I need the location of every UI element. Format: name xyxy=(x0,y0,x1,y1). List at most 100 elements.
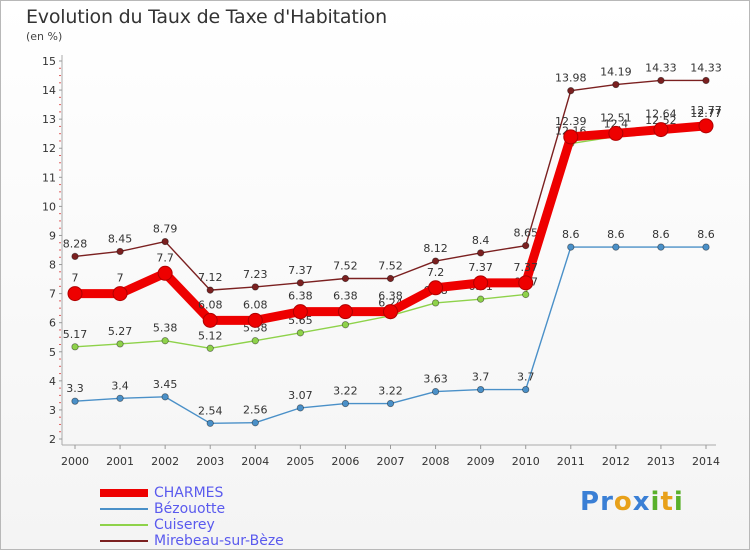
data-label-mirebeau-sur-beze: 7.12 xyxy=(198,271,223,284)
data-label-bezouotte: 3.7 xyxy=(472,371,490,384)
y-minor-tick xyxy=(59,387,61,389)
data-label-cuiserey: 5.12 xyxy=(198,329,223,342)
y-minor-tick xyxy=(59,162,61,164)
y-minor-tick xyxy=(59,191,61,193)
data-label-charmes: 6.08 xyxy=(243,298,268,311)
data-point-mirebeau-sur-beze xyxy=(206,286,214,294)
data-point-charmes xyxy=(337,304,353,320)
data-point-bezouotte xyxy=(431,388,440,396)
x-tick-label: 2003 xyxy=(196,455,224,468)
data-point-charmes xyxy=(698,118,714,134)
data-point-mirebeau-sur-beze xyxy=(116,247,124,256)
x-tick-label: 2013 xyxy=(647,455,675,468)
data-label-charmes: 12.39 xyxy=(555,115,587,128)
data-point-mirebeau-sur-beze xyxy=(431,257,440,265)
data-point-mirebeau-sur-beze xyxy=(477,249,485,257)
y-minor-tick xyxy=(59,198,61,200)
data-point-bezouotte xyxy=(341,399,350,408)
data-point-bezouotte xyxy=(206,419,214,427)
y-minor-tick xyxy=(59,271,61,273)
logo-letter: P xyxy=(580,487,601,517)
legend-swatch-mirebeau xyxy=(100,540,148,542)
y-tick-label: 2 xyxy=(49,433,56,446)
data-point-bezouotte xyxy=(477,385,485,394)
data-point-mirebeau-sur-beze xyxy=(251,283,259,291)
y-minor-tick xyxy=(59,82,61,84)
data-point-cuiserey xyxy=(161,337,169,345)
data-point-charmes xyxy=(157,265,173,281)
y-minor-tick xyxy=(59,344,61,345)
data-point-mirebeau-sur-beze xyxy=(522,242,530,250)
data-label-mirebeau-sur-beze: 7.52 xyxy=(333,259,358,272)
legend-label-cuiserey: Cuiserey xyxy=(154,517,215,533)
logo-letter: i xyxy=(650,487,661,517)
y-tick-label: 10 xyxy=(42,200,56,213)
y-minor-tick xyxy=(59,67,61,69)
y-tick-label: 5 xyxy=(49,346,56,359)
data-label-mirebeau-sur-beze: 13.98 xyxy=(555,72,587,85)
proxiti-logo: Proxiti xyxy=(580,487,684,517)
y-minor-tick xyxy=(59,365,61,367)
data-label-charmes: 6.38 xyxy=(333,290,358,303)
data-label-charmes: 6.08 xyxy=(198,298,223,311)
data-label-bezouotte: 8.6 xyxy=(652,228,670,241)
data-label-cuiserey: 12.4 xyxy=(604,118,629,131)
data-label-charmes: 7 xyxy=(117,272,124,285)
y-tick-label: 8 xyxy=(49,259,56,272)
y-minor-tick xyxy=(59,169,61,171)
data-label-charmes: 6.38 xyxy=(288,290,313,303)
y-tick-label: 4 xyxy=(49,375,56,388)
y-minor-tick xyxy=(59,111,61,113)
x-tick-label: 2006 xyxy=(331,455,359,468)
logo-letter: i xyxy=(673,487,684,517)
data-point-cuiserey xyxy=(341,321,350,329)
data-point-charmes xyxy=(563,129,579,145)
data-point-charmes xyxy=(608,125,624,141)
legend-item-charmes: CHARMES xyxy=(100,485,284,501)
data-point-cuiserey xyxy=(296,329,304,337)
data-point-cuiserey xyxy=(522,290,530,299)
x-tick-label: 2010 xyxy=(512,455,540,468)
data-point-charmes xyxy=(473,275,489,291)
y-tick-label: 9 xyxy=(49,229,56,242)
legend-label-mirebeau: Mirebeau-sur-Bèze xyxy=(154,533,284,549)
data-label-charmes: 7.37 xyxy=(468,261,493,274)
logo-letter: x xyxy=(632,487,651,517)
data-point-mirebeau-sur-beze xyxy=(161,237,169,246)
data-label-bezouotte: 8.6 xyxy=(697,228,715,241)
data-point-bezouotte xyxy=(386,399,395,408)
data-point-bezouotte xyxy=(71,397,79,405)
data-point-charmes xyxy=(653,122,669,138)
data-label-cuiserey: 5.27 xyxy=(108,325,133,338)
y-minor-tick xyxy=(59,125,61,127)
data-label-mirebeau-sur-beze: 8.4 xyxy=(472,234,490,247)
data-point-charmes xyxy=(112,286,128,302)
data-label-bezouotte: 3.7 xyxy=(517,371,535,384)
chart-subtitle: (en %) xyxy=(26,30,63,43)
data-label-mirebeau-sur-beze: 8.45 xyxy=(108,232,133,245)
y-tick-label: 14 xyxy=(42,84,56,97)
data-point-bezouotte xyxy=(116,394,124,402)
y-minor-tick xyxy=(59,300,61,302)
data-point-bezouotte xyxy=(702,243,710,251)
y-minor-tick xyxy=(59,278,61,280)
y-minor-tick xyxy=(59,249,61,251)
data-label-charmes: 7 xyxy=(72,272,79,285)
legend-label-bezouotte: Bézouotte xyxy=(154,501,226,517)
logo-letter: r xyxy=(600,487,614,517)
x-tick-label: 2009 xyxy=(467,455,495,468)
legend-swatch-charmes xyxy=(100,489,148,497)
y-minor-tick xyxy=(59,358,61,360)
data-label-cuiserey: 12.77 xyxy=(690,107,722,120)
legend-label-charmes: CHARMES xyxy=(154,485,224,501)
data-label-cuiserey: 12.52 xyxy=(645,114,677,127)
y-minor-tick xyxy=(59,329,61,331)
y-minor-tick xyxy=(59,242,61,244)
data-point-cuiserey xyxy=(206,344,214,352)
y-minor-tick xyxy=(59,220,61,222)
y-minor-tick xyxy=(59,133,61,135)
data-label-mirebeau-sur-beze: 8.12 xyxy=(423,242,448,255)
data-label-mirebeau-sur-beze: 8.79 xyxy=(153,223,178,236)
x-tick-label: 2002 xyxy=(151,455,179,468)
x-tick-label: 2000 xyxy=(61,455,89,468)
